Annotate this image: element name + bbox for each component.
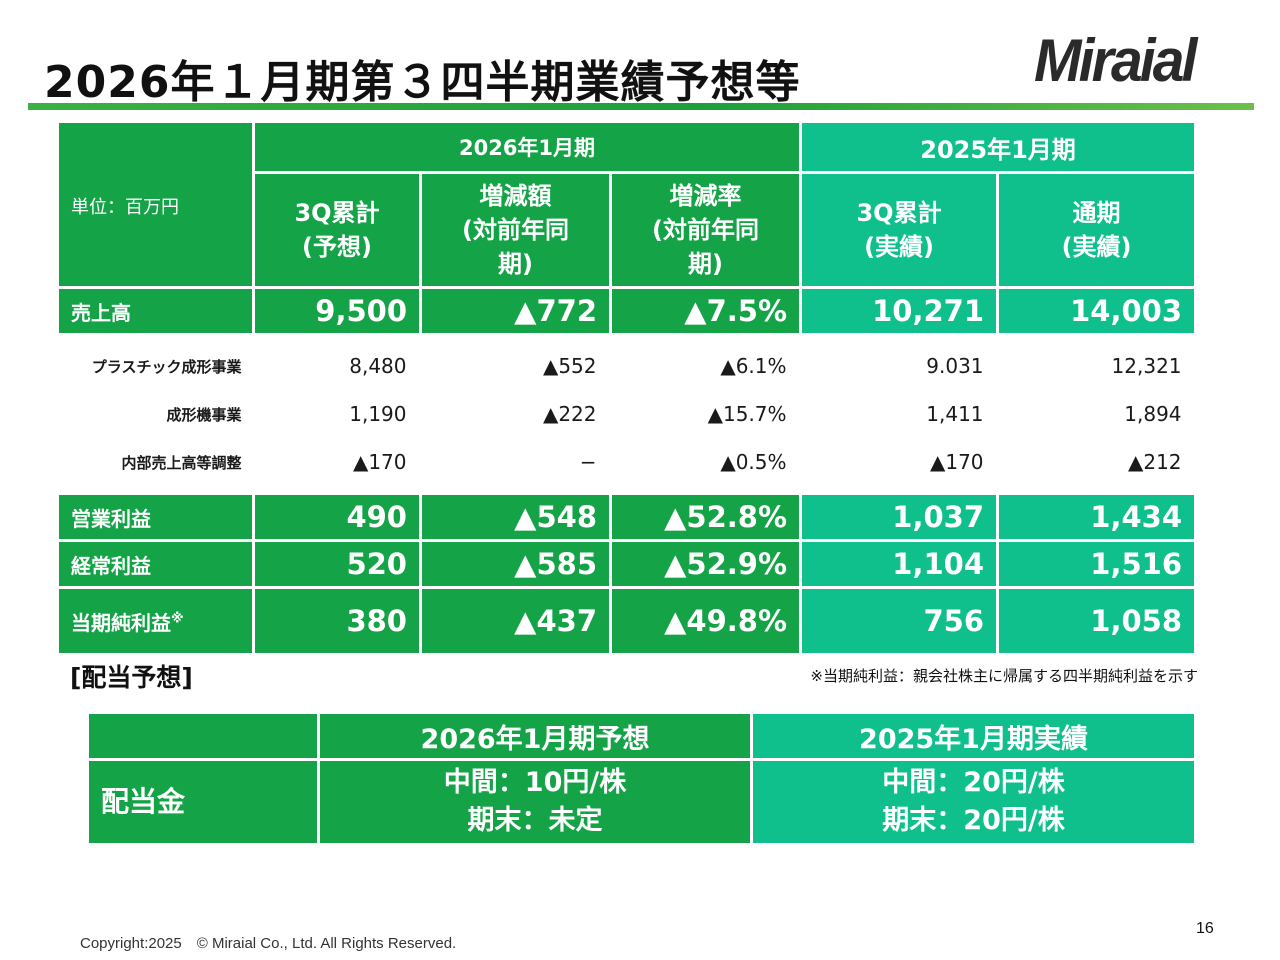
dividend-forecast-cell: 中間：10円/株 期末：未定 (317, 758, 753, 846)
table-row: 内部売上高等調整 ▲170 − ▲0.5% ▲170 ▲212 (57, 438, 1196, 494)
table-cell: 490 (252, 492, 422, 542)
table-cell: 10,271 (799, 286, 1000, 336)
table-cell: ▲222 (420, 390, 611, 438)
table-cell: ▲0.5% (610, 438, 801, 494)
table-cell: ▲52.9% (608, 539, 803, 589)
table-cell: 1,894 (997, 390, 1196, 438)
column-header-change-amount: 増減額 (対前年同 期) (419, 171, 612, 289)
column-header-3q-actual: 3Q累計 (実績) (799, 171, 1000, 289)
table-cell: ▲212 (997, 438, 1196, 494)
row-label: 経常利益 (56, 539, 255, 589)
table-cell: ▲49.8% (608, 586, 803, 656)
row-label: プラスチック成形事業 (57, 334, 254, 390)
table-cell: 1,434 (996, 492, 1198, 542)
table-cell: 1,516 (996, 539, 1198, 589)
table-cell: 14,003 (996, 286, 1198, 336)
table-cell: 1,037 (799, 492, 1000, 542)
company-logo: Miraial (1034, 27, 1197, 94)
header-group-prior: 2025年1月期 (799, 120, 1198, 174)
table-cell: 380 (252, 586, 422, 656)
table-cell: ▲548 (419, 492, 612, 542)
table-cell: ▲170 (800, 438, 998, 494)
table-cell: 12,321 (997, 334, 1196, 390)
table-cell: − (420, 438, 611, 494)
column-header-3q-forecast: 3Q累計 (予想) (252, 171, 422, 289)
earnings-forecast-table: 単位：百万円 2026年1月期 2025年1月期 3Q累計 (予想) 増減額 (対前… (56, 120, 1198, 656)
table-cell: ▲52.8% (608, 492, 803, 542)
dividend-header-blank (86, 711, 320, 761)
table-cell: ▲585 (419, 539, 612, 589)
dividend-header-forecast: 2026年1月期予想 (317, 711, 753, 761)
column-header-change-rate: 増減率 (対前年同 期) (608, 171, 803, 289)
table-cell: 756 (799, 586, 1000, 656)
page-title: 2026年１月期第３四半期業績予想等 (44, 57, 801, 108)
table-cell: 1,190 (253, 390, 421, 438)
table-cell: 1,058 (996, 586, 1198, 656)
row-label: 当期純利益※ (56, 586, 255, 656)
row-label: 内部売上高等調整 (57, 438, 254, 494)
copyright: Copyright:2025 © Miraial Co., Ltd. All R… (80, 935, 457, 952)
table-cell: ▲170 (253, 438, 421, 494)
dividend-actual-cell: 中間：20円/株 期末：20円/株 (750, 758, 1197, 846)
row-label: 成形機事業 (57, 390, 254, 438)
dividend-header-actual: 2025年1月期実績 (750, 711, 1197, 761)
table-row: 経常利益 520 ▲585 ▲52.9% 1,104 1,516 (56, 539, 1198, 589)
title-underline (28, 103, 1254, 110)
table-cell: 9,500 (252, 286, 422, 336)
table-cell: ▲552 (420, 334, 611, 390)
row-label: 営業利益 (56, 492, 255, 542)
table-cell: ▲15.7% (610, 390, 801, 438)
table-row: 成形機事業 1,190 ▲222 ▲15.7% 1,411 1,894 (57, 390, 1196, 438)
table-cell: 9.031 (800, 334, 998, 390)
footnote: ※当期純利益：親会社株主に帰属する四半期純利益を示す (810, 667, 1198, 685)
table-cell: ▲6.1% (610, 334, 801, 390)
footnote-mark: ※ (171, 610, 184, 626)
table-row: 営業利益 490 ▲548 ▲52.8% 1,037 1,434 (56, 492, 1198, 542)
table-cell: ▲7.5% (608, 286, 803, 336)
table-row: 売上高 9,500 ▲772 ▲7.5% 10,271 14,003 (56, 286, 1198, 336)
dividend-row-label: 配当金 (86, 758, 320, 846)
table-cell: ▲437 (419, 586, 612, 656)
dividend-section-title: [配当予想] (70, 663, 193, 692)
table-cell: 520 (252, 539, 422, 589)
table-row: 当期純利益※ 380 ▲437 ▲49.8% 756 1,058 (56, 586, 1198, 656)
row-label: 売上高 (56, 286, 255, 336)
column-header-fullyear-actual: 通期 (実績) (996, 171, 1198, 289)
table-cell: 1,104 (799, 539, 1000, 589)
table-row: プラスチック成形事業 8,480 ▲552 ▲6.1% 9.031 12,321 (57, 334, 1196, 390)
header-group-current: 2026年1月期 (251, 120, 803, 174)
page-number: 16 (1196, 920, 1214, 937)
dividend-forecast-table: 2026年1月期予想 2025年1月期実績 配当金 中間：10円/株 期末：未定 … (86, 711, 1197, 846)
table-cell: ▲772 (419, 286, 612, 336)
table-cell: 8,480 (253, 334, 421, 390)
table-cell: 1,411 (800, 390, 998, 438)
unit-label: 単位：百万円 (56, 120, 255, 289)
